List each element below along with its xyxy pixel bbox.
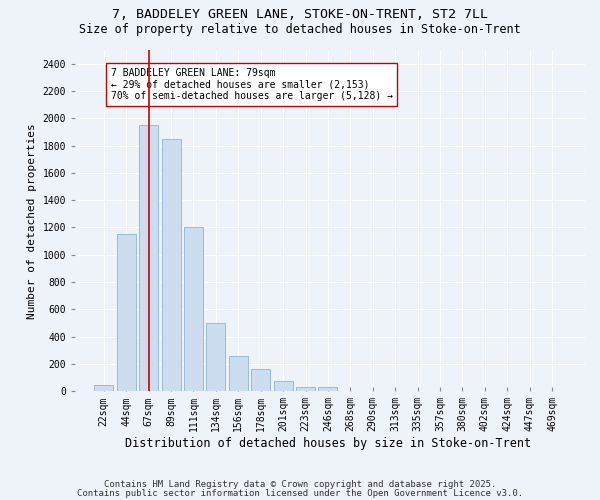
Bar [408, 390, 427, 392]
Bar [453, 390, 472, 392]
Text: Contains HM Land Registry data © Crown copyright and database right 2025.: Contains HM Land Registry data © Crown c… [104, 480, 496, 489]
Bar [296, 387, 315, 392]
Bar [542, 390, 562, 392]
Bar [94, 384, 113, 392]
Bar [431, 390, 449, 392]
Text: 7 BADDELEY GREEN LANE: 79sqm
← 29% of detached houses are smaller (2,153)
70% of: 7 BADDELEY GREEN LANE: 79sqm ← 29% of de… [110, 68, 392, 101]
Bar [363, 390, 382, 392]
Text: Contains public sector information licensed under the Open Government Licence v3: Contains public sector information licen… [77, 488, 523, 498]
Text: Size of property relative to detached houses in Stoke-on-Trent: Size of property relative to detached ho… [79, 22, 521, 36]
Bar [139, 125, 158, 392]
X-axis label: Distribution of detached houses by size in Stoke-on-Trent: Distribution of detached houses by size … [125, 437, 531, 450]
Bar [251, 369, 270, 392]
Bar [498, 390, 517, 392]
Bar [475, 390, 494, 392]
Bar [274, 381, 293, 392]
Bar [206, 323, 226, 392]
Bar [319, 387, 337, 392]
Y-axis label: Number of detached properties: Number of detached properties [27, 123, 37, 318]
Bar [341, 390, 360, 392]
Bar [161, 138, 181, 392]
Text: 7, BADDELEY GREEN LANE, STOKE-ON-TRENT, ST2 7LL: 7, BADDELEY GREEN LANE, STOKE-ON-TRENT, … [112, 8, 488, 20]
Bar [184, 228, 203, 392]
Bar [229, 356, 248, 392]
Bar [386, 390, 405, 392]
Bar [520, 390, 539, 392]
Bar [116, 234, 136, 392]
